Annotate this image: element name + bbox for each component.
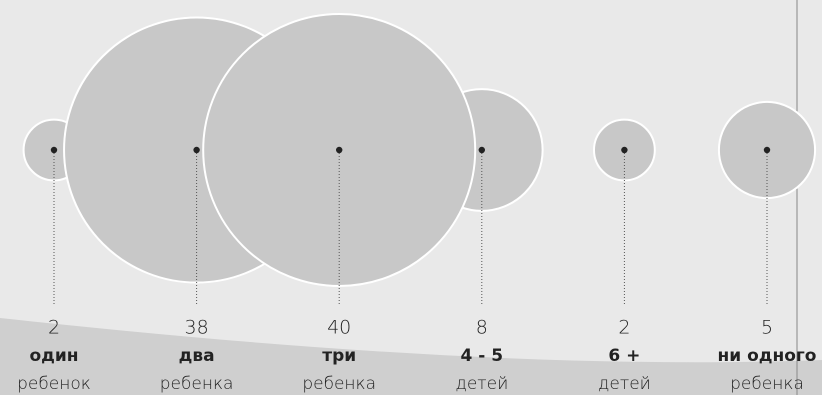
category-sublabel: детей (598, 374, 651, 394)
value-label: 38 (185, 317, 209, 339)
value-label: 5 (761, 317, 773, 339)
category-label: один (29, 346, 78, 366)
value-label: 8 (476, 317, 488, 339)
labels: 2 один ребенок 38 два ребенка 40 три ребенка 8 4 -… (17, 146, 817, 394)
center-dot (763, 146, 771, 154)
category-label: ни одного (718, 346, 817, 366)
category-label: два (179, 346, 215, 366)
category-sublabel: ребенка (160, 374, 234, 394)
center-dot (193, 146, 200, 154)
center-dot (621, 146, 628, 154)
category-label: три (322, 346, 356, 366)
value-label: 2 (618, 317, 630, 339)
category-sublabel: ребенка (302, 374, 376, 394)
center-dot (50, 146, 58, 154)
category-sublabel: ребенок (17, 374, 91, 394)
bottom-swoosh (0, 318, 822, 395)
value-label: 40 (327, 317, 351, 339)
category-label: 4 - 5 (461, 346, 504, 366)
value-label: 2 (48, 317, 60, 339)
category-sublabel: ребенка (730, 374, 804, 394)
category-label: 6 + (608, 346, 640, 366)
center-dot (478, 146, 485, 154)
center-dot (336, 146, 343, 154)
category-sublabel: детей (455, 374, 508, 394)
